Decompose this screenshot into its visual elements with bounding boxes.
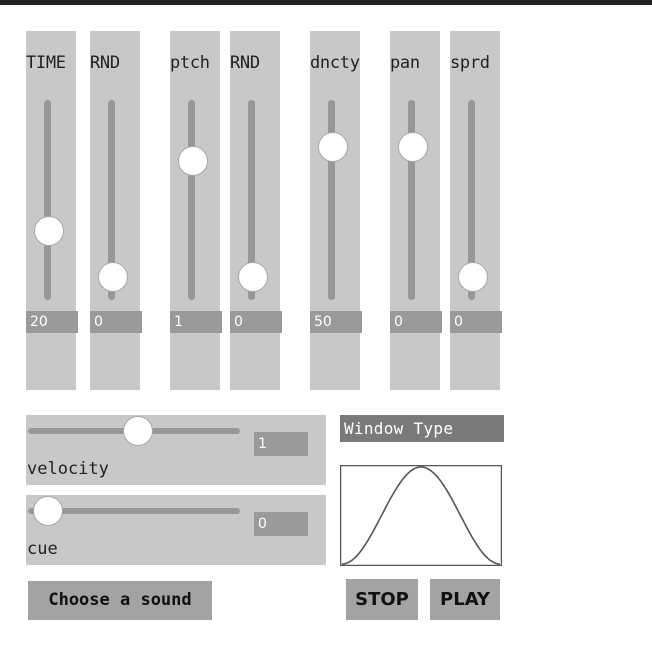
velocity-label: velocity [27, 459, 109, 479]
cue-knob[interactable] [33, 496, 63, 526]
cue-panel: 0 cue [26, 495, 326, 565]
cue-track[interactable] [28, 508, 240, 514]
slider-spread-label: sprd [450, 53, 490, 73]
slider-time-value[interactable]: 20 [26, 311, 78, 333]
slider-time-rnd-label: RND [90, 53, 120, 73]
slider-density-knob[interactable] [318, 132, 348, 163]
window-shape-frame [340, 465, 502, 566]
slider-spread-panel: sprd 0 [450, 31, 502, 390]
window-shape-display[interactable] [340, 465, 502, 566]
velocity-value[interactable]: 1 [254, 432, 308, 456]
slider-pitch-value[interactable]: 1 [170, 311, 222, 333]
slider-pitch-rnd-knob[interactable] [238, 262, 268, 292]
window-type-label[interactable]: Window Type [340, 415, 504, 442]
slider-spread-knob[interactable] [458, 262, 488, 292]
slider-time-rnd-panel: RND 0 [90, 31, 142, 390]
slider-pan-knob[interactable] [398, 132, 428, 163]
cue-value[interactable]: 0 [254, 512, 308, 536]
velocity-panel: 1 velocity [26, 415, 326, 485]
slider-time-panel: TIME 20 [26, 31, 78, 390]
slider-density-track[interactable] [328, 100, 335, 300]
slider-pan-panel: pan 0 [390, 31, 442, 390]
slider-pitch-track[interactable] [188, 100, 195, 300]
slider-time-rnd-value[interactable]: 0 [90, 311, 142, 333]
slider-density-label: dncty [310, 53, 360, 73]
slider-density-value[interactable]: 50 [310, 311, 362, 333]
slider-pitch-rnd-panel: RND 0 [230, 31, 282, 390]
slider-pan-value[interactable]: 0 [390, 311, 442, 333]
slider-pitch-panel: ptch 1 [170, 31, 222, 390]
window-corner [0, 643, 12, 667]
slider-time-label: TIME [26, 53, 66, 73]
choose-sound-button[interactable]: Choose a sound [28, 581, 212, 620]
slider-pitch-label: ptch [170, 53, 210, 73]
slider-pitch-rnd-value[interactable]: 0 [230, 311, 282, 333]
window-top-border [0, 0, 652, 5]
slider-pitch-rnd-track[interactable] [248, 100, 255, 300]
slider-pitch-rnd-label: RND [230, 53, 260, 73]
play-button[interactable]: PLAY [430, 579, 500, 620]
cue-label: cue [27, 539, 58, 559]
slider-pan-track[interactable] [408, 100, 415, 300]
slider-pan-label: pan [390, 53, 420, 73]
slider-density-panel: dncty 50 [310, 31, 362, 390]
window-shape-curve [341, 466, 501, 565]
slider-time-rnd-knob[interactable] [98, 262, 128, 292]
slider-time-knob[interactable] [34, 215, 64, 246]
slider-time-track[interactable] [44, 100, 51, 300]
velocity-knob[interactable] [123, 416, 153, 446]
slider-time-rnd-track[interactable] [108, 100, 115, 300]
stop-button[interactable]: STOP [346, 579, 418, 620]
slider-spread-track[interactable] [468, 100, 475, 300]
slider-spread-value[interactable]: 0 [450, 311, 502, 333]
slider-pitch-knob[interactable] [178, 146, 208, 176]
